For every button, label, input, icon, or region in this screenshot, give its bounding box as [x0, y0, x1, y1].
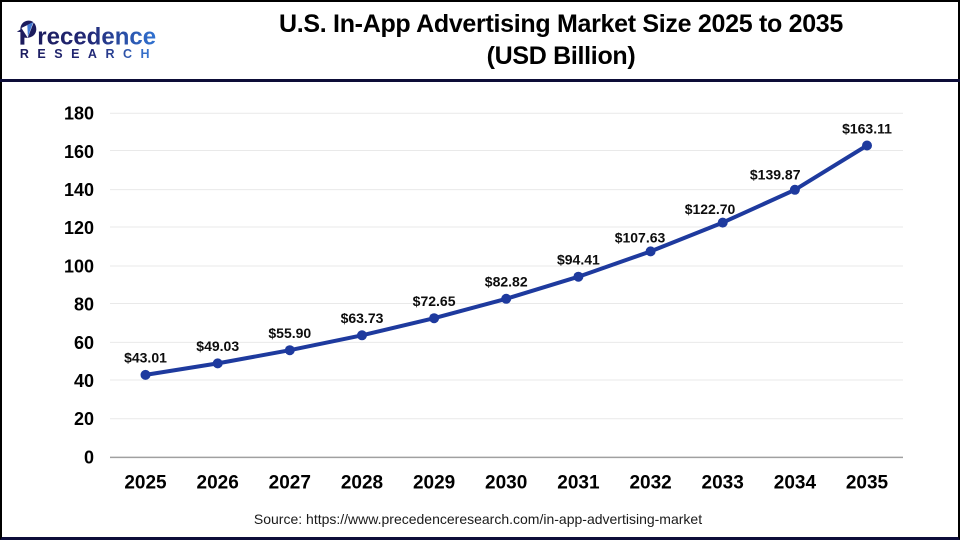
svg-text:recedence: recedence [37, 24, 156, 51]
svg-text:2025: 2025 [124, 473, 167, 494]
svg-text:2030: 2030 [485, 473, 527, 494]
svg-text:120: 120 [64, 218, 94, 238]
svg-text:60: 60 [74, 333, 94, 353]
svg-text:2026: 2026 [197, 473, 239, 494]
svg-text:2032: 2032 [629, 473, 671, 494]
svg-text:140: 140 [64, 180, 94, 200]
svg-text:20: 20 [74, 409, 94, 429]
svg-text:$163.11: $163.11 [842, 120, 892, 136]
svg-text:0: 0 [84, 447, 94, 467]
svg-text:$122.70: $122.70 [685, 201, 736, 217]
svg-text:$63.73: $63.73 [341, 310, 384, 326]
svg-text:180: 180 [64, 104, 94, 124]
svg-text:$139.87: $139.87 [750, 167, 801, 183]
svg-text:$82.82: $82.82 [485, 274, 528, 290]
svg-text:2034: 2034 [774, 473, 817, 494]
svg-text:2033: 2033 [702, 473, 744, 494]
svg-text:40: 40 [74, 371, 94, 391]
svg-text:$49.03: $49.03 [196, 338, 239, 354]
svg-text:2028: 2028 [341, 473, 383, 494]
svg-text:2027: 2027 [269, 473, 311, 494]
svg-text:2031: 2031 [557, 473, 600, 494]
svg-text:RESEARCH: RESEARCH [20, 47, 158, 61]
svg-text:$43.01: $43.01 [124, 350, 167, 366]
svg-text:2029: 2029 [413, 473, 455, 494]
svg-text:2035: 2035 [846, 473, 889, 494]
svg-text:$72.65: $72.65 [413, 293, 456, 309]
svg-text:80: 80 [74, 295, 94, 315]
svg-text:100: 100 [64, 256, 94, 276]
svg-text:160: 160 [64, 142, 94, 162]
svg-text:$107.63: $107.63 [615, 229, 666, 245]
svg-text:$55.90: $55.90 [268, 325, 311, 341]
svg-text:$94.41: $94.41 [557, 252, 600, 268]
